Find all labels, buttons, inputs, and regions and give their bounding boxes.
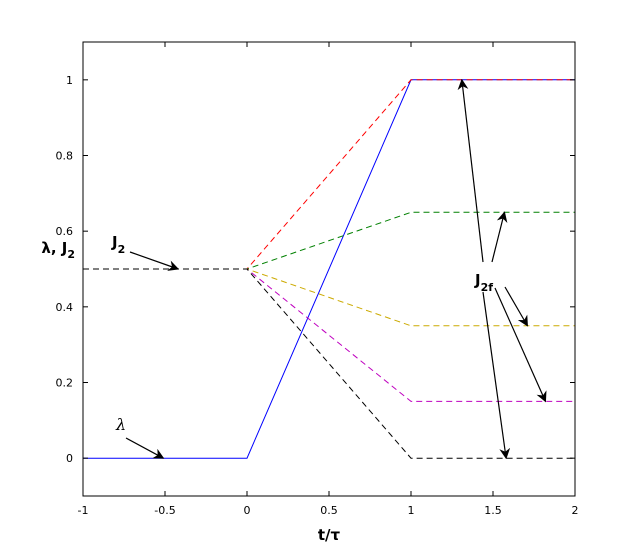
x-tick-label: -0.5 [154,504,175,517]
annotation-label-main: J [474,271,481,289]
annotation-arrow [125,437,165,459]
y-tick-label: 0.4 [56,301,74,314]
x-axis-label: t/τ [318,526,341,544]
annotation-arrow [129,251,180,271]
y-axis-label-subscript: 2 [67,248,75,261]
series-line-1 [83,79,575,459]
annotation-label-main: J [111,233,118,251]
y-tick-label: 0.8 [56,150,74,163]
annotation-j2: J2 [111,233,180,271]
annotation-label: J2f [474,271,493,294]
x-tick-label: -1 [78,504,89,517]
y-axis-label-main: λ, J [41,239,67,257]
series-line-6 [83,268,575,459]
annotation-arrow [457,78,484,263]
annotation-arrow [482,291,511,460]
y-tick-label: 0.6 [56,225,74,238]
annotation-arrow [494,287,547,403]
ticks-layer: -1 -0.5 0 0.5 1 1.5 2 0 0.2 0.4 0.6 0.8 1 [56,42,579,517]
y-tick-label: 0.2 [56,377,74,390]
annotation-label-subscript: 2f [481,281,494,294]
x-tick-label: 1 [408,504,415,517]
annotation-label: λ [115,415,126,434]
annotation-arrow [504,286,528,327]
x-tick-label: 2 [572,504,579,517]
series-layer [83,79,575,459]
annotation-lambda: λ [115,415,165,459]
annotation-label-main: λ [115,415,126,434]
y-axis-label: λ, J2 [41,239,75,261]
annotation-label-subscript: 2 [118,243,126,256]
annotation-j2f: J2f [457,78,547,460]
annotation-label: J2 [111,233,125,256]
x-tick-label: 0.5 [320,504,338,517]
plot-frame [82,41,576,497]
x-tick-label: 1.5 [484,504,502,517]
y-tick-label: 0 [66,452,73,465]
annotation-arrow [491,211,508,263]
y-tick-label: 1 [66,74,73,87]
x-tick-label: 0 [244,504,251,517]
